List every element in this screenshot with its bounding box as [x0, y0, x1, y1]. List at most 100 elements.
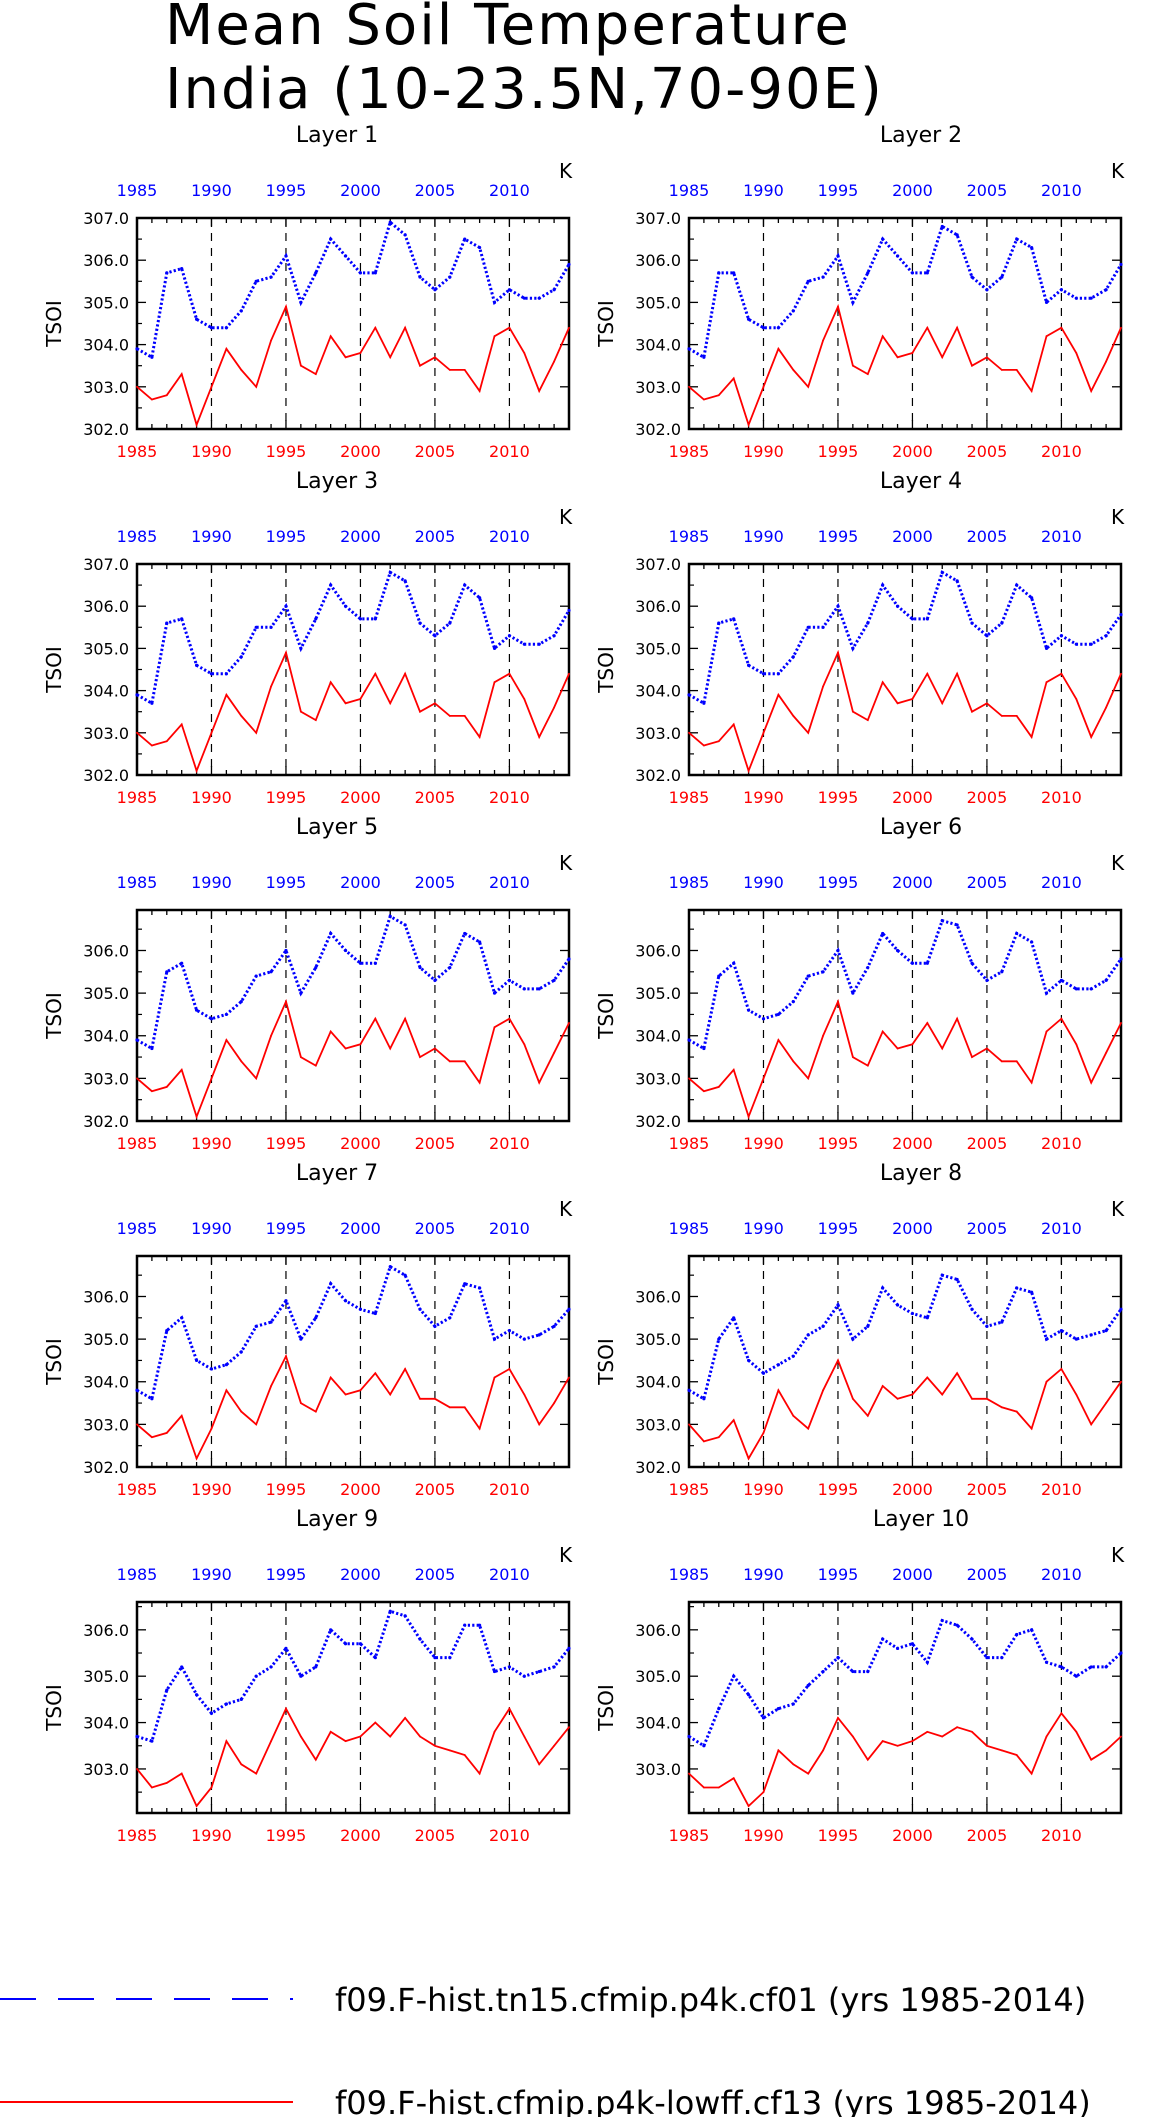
- data-point-blue: [284, 254, 288, 258]
- data-point-blue: [224, 1012, 228, 1017]
- data-point-blue: [358, 961, 363, 965]
- x-tick-label-top: 2005: [415, 527, 456, 546]
- legend-label-2: f09.F-hist.cfmip.p4k-lowff.cf13 (yrs 198…: [335, 2084, 1091, 2117]
- data-point-red: [747, 769, 750, 772]
- x-tick-label-bottom: 2005: [415, 1134, 456, 1153]
- data-point-red: [225, 693, 228, 696]
- data-point-red: [792, 1414, 795, 1417]
- figure-title-line2: India (10-23.5N,70-90E): [165, 57, 884, 122]
- x-tick-label-bottom: 2000: [340, 442, 381, 461]
- data-point-red: [493, 1026, 496, 1029]
- data-point-red: [568, 326, 570, 329]
- data-point-red: [956, 672, 959, 675]
- data-point-blue: [970, 621, 974, 625]
- data-point-blue: [314, 271, 318, 275]
- data-point-red: [777, 693, 780, 696]
- x-tick-label-bottom: 1990: [191, 788, 232, 807]
- data-point-red: [896, 356, 899, 359]
- data-point-blue: [791, 1702, 795, 1706]
- x-tick-label-top: 1995: [818, 181, 859, 200]
- plot-frame: [135, 1600, 571, 1815]
- x-tick-label-bottom: 1985: [669, 1826, 710, 1845]
- data-point-blue: [851, 991, 855, 995]
- data-point-blue: [567, 1646, 571, 1650]
- y-tick-label: 303.0: [83, 1069, 129, 1088]
- x-tick-label-top: 2010: [489, 1565, 530, 1584]
- data-point-blue: [180, 617, 184, 621]
- data-point-blue: [985, 634, 989, 638]
- data-point-red: [568, 1022, 570, 1024]
- data-point-red: [777, 1039, 780, 1041]
- data-point-blue: [448, 275, 452, 279]
- data-point-blue: [433, 1656, 437, 1660]
- y-tick-label: 302.0: [83, 1112, 129, 1131]
- data-point-red: [150, 1090, 153, 1093]
- data-point-blue: [985, 288, 989, 292]
- data-point-red: [777, 1389, 780, 1392]
- data-point-blue: [1059, 978, 1064, 982]
- data-point-red: [448, 369, 451, 371]
- data-point-blue: [925, 961, 929, 965]
- data-point-red: [956, 1372, 959, 1375]
- data-point-red: [314, 1064, 317, 1067]
- data-point-blue: [373, 961, 377, 965]
- x-tick-label-top: 2010: [489, 527, 530, 546]
- data-point-red: [747, 1457, 750, 1460]
- data-point-red: [508, 1017, 511, 1020]
- data-point-blue: [895, 1303, 900, 1307]
- data-point-red: [837, 1359, 839, 1362]
- data-point-red: [762, 1431, 765, 1434]
- data-point-blue: [388, 220, 392, 224]
- data-point-blue: [448, 1656, 452, 1660]
- data-point-blue: [851, 646, 855, 651]
- data-point-blue: [418, 1307, 422, 1311]
- x-tick-label-bottom: 2005: [415, 1480, 456, 1499]
- x-tick-label-top: 1995: [818, 1219, 859, 1238]
- data-point-blue: [209, 1711, 214, 1715]
- y-axis-label: TSOI: [42, 1338, 66, 1386]
- x-tick-label-bottom: 2010: [1041, 1826, 1082, 1845]
- data-point-blue: [343, 1642, 348, 1646]
- data-point-blue: [761, 1716, 766, 1720]
- data-point-red: [493, 1730, 496, 1733]
- data-point-blue: [821, 625, 825, 629]
- data-point-red: [255, 1077, 258, 1080]
- data-point-blue: [194, 1358, 199, 1363]
- data-point-blue: [821, 275, 825, 279]
- data-point-blue: [1104, 1328, 1108, 1333]
- data-point-red: [419, 1056, 421, 1058]
- data-point-red: [448, 1749, 451, 1752]
- data-point-red: [389, 1047, 392, 1050]
- data-point-blue: [373, 1656, 377, 1660]
- x-tick-label-top: 1985: [117, 181, 158, 200]
- x-tick-label-top: 2010: [1041, 181, 1082, 200]
- data-point-red: [374, 1372, 377, 1375]
- data-point-red: [538, 1763, 541, 1766]
- units-label: K: [559, 159, 573, 183]
- data-point-red: [717, 394, 720, 397]
- data-point-red: [344, 1393, 347, 1396]
- data-point-blue: [1059, 288, 1064, 292]
- data-point-blue: [135, 1734, 139, 1739]
- data-point-blue: [299, 1337, 303, 1341]
- data-point-blue: [776, 672, 780, 676]
- data-point-red: [807, 385, 810, 388]
- series-line-blue: [136, 1609, 571, 1743]
- series-line-red: [688, 1358, 1122, 1461]
- data-point-blue: [866, 1324, 870, 1328]
- x-tick-label-top: 2010: [1041, 1565, 1082, 1584]
- y-tick-label: 307.0: [635, 209, 681, 228]
- data-point-red: [240, 1763, 243, 1766]
- data-point-red: [419, 1397, 421, 1400]
- x-tick-label-bottom: 2010: [489, 1480, 530, 1499]
- panel-grid: Layer 1 K TSOI 1985 1985 1990 1990 1995 1995 2000…: [42, 123, 1125, 1845]
- x-tick-label-top: 1990: [191, 1219, 232, 1238]
- data-point-red: [329, 335, 332, 338]
- data-point-blue: [732, 1316, 736, 1320]
- data-point-red: [493, 1376, 496, 1379]
- data-point-blue: [746, 1008, 751, 1012]
- data-point-blue: [478, 1623, 482, 1627]
- data-point-blue: [239, 309, 243, 313]
- x-tick-label-bottom: 1995: [266, 788, 307, 807]
- data-point-red: [568, 1376, 570, 1379]
